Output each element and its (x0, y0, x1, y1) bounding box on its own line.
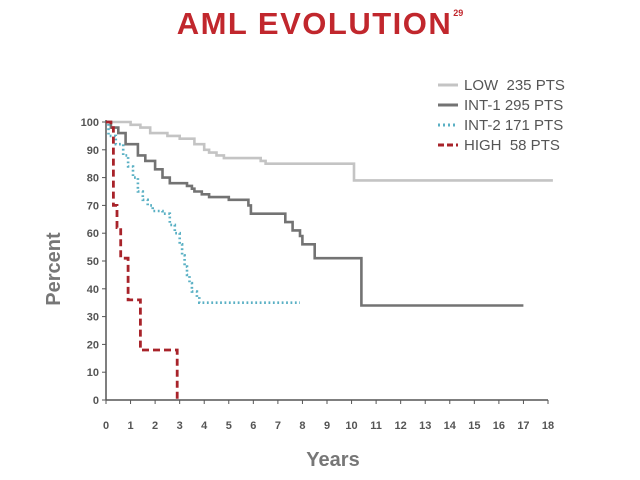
series-line-1 (106, 120, 524, 307)
y-tick-label: 70 (87, 200, 99, 212)
chart-title-text: AML EVOLUTION (176, 6, 453, 41)
chart-title: AML EVOLUTION29 (0, 6, 640, 42)
series-line-3 (106, 120, 179, 400)
x-tick-label: 1 (127, 420, 133, 432)
x-tick-label: 12 (395, 420, 407, 432)
x-tick-label: 16 (493, 420, 505, 432)
x-tick-label: 14 (444, 420, 457, 432)
x-tick-label: 0 (103, 420, 109, 432)
x-tick-label: 9 (324, 420, 330, 432)
y-tick-label: 30 (87, 312, 99, 324)
legend: LOW 235 PTS INT-1 295 PTS INT-2 171 PTS HIG… (438, 77, 565, 154)
y-axis-title: Percent (43, 232, 65, 306)
legend-label-3: HIGH 58 PTS (464, 137, 560, 154)
x-axis-title: Years (306, 449, 359, 471)
plot-area (106, 120, 553, 400)
x-tick-label: 7 (275, 420, 281, 432)
x-tick-label: 11 (370, 420, 382, 432)
y-tick-label: 100 (81, 117, 99, 129)
x-tick-label: 13 (419, 420, 431, 432)
legend-label-2: INT-2 171 PTS (464, 117, 563, 134)
y-tick-label: 50 (87, 256, 99, 268)
x-tick-label: 15 (468, 420, 480, 432)
x-tick-label: 5 (226, 420, 232, 432)
y-tick-label: 20 (87, 339, 99, 351)
x-tick-label: 6 (250, 420, 256, 432)
y-tick-label: 0 (93, 395, 99, 407)
y-tick-label: 40 (87, 284, 99, 296)
x-tick-label: 10 (345, 420, 357, 432)
legend-label-0: LOW 235 PTS (464, 77, 565, 94)
x-tick-label: 8 (299, 420, 305, 432)
x-tick-label: 2 (152, 420, 158, 432)
x-tick-label: 18 (542, 420, 554, 432)
y-tick-label: 80 (87, 173, 99, 185)
y-tick-label: 10 (87, 367, 99, 379)
x-tick-label: 17 (517, 420, 529, 432)
legend-label-1: INT-1 295 PTS (464, 97, 563, 114)
x-tick-label: 4 (201, 420, 208, 432)
y-tick-label: 60 (87, 228, 99, 240)
series-line-0 (106, 120, 553, 182)
x-tick-label: 3 (177, 420, 183, 432)
y-tick-label: 90 (87, 145, 99, 157)
title-superscript: 29 (453, 8, 464, 18)
